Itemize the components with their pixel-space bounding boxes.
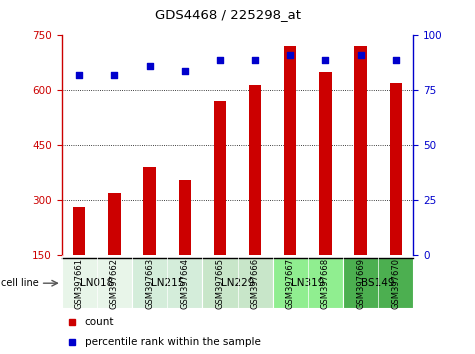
Text: BS149: BS149	[361, 278, 395, 288]
Point	[251, 57, 259, 62]
Text: GSM397664: GSM397664	[180, 258, 189, 309]
Point	[181, 68, 189, 73]
Text: GSM397665: GSM397665	[216, 258, 224, 309]
Text: GDS4468 / 225298_at: GDS4468 / 225298_at	[155, 8, 301, 21]
Bar	[319, 72, 332, 255]
Point	[286, 52, 294, 58]
Point	[392, 57, 399, 62]
Bar	[273, 258, 343, 308]
Text: GSM397668: GSM397668	[321, 258, 330, 309]
Bar	[249, 85, 261, 255]
Text: GSM397666: GSM397666	[251, 258, 259, 309]
Point	[216, 57, 224, 62]
Bar	[108, 193, 121, 255]
Text: GSM397661: GSM397661	[75, 258, 84, 309]
Text: GSM397670: GSM397670	[391, 258, 400, 309]
Point	[146, 63, 153, 69]
Bar	[132, 258, 202, 308]
Point	[76, 72, 83, 78]
Bar	[62, 258, 132, 308]
Bar	[214, 101, 226, 255]
Text: percentile rank within the sample: percentile rank within the sample	[85, 337, 260, 347]
Bar	[143, 167, 156, 255]
Text: GSM397663: GSM397663	[145, 258, 154, 309]
Bar	[343, 258, 413, 308]
Text: GSM397667: GSM397667	[286, 258, 294, 309]
Text: LN018: LN018	[80, 278, 114, 288]
Bar	[179, 180, 191, 255]
Text: LN229: LN229	[221, 278, 254, 288]
Text: LN215: LN215	[151, 278, 184, 288]
Text: LN319: LN319	[291, 278, 324, 288]
Text: GSM397669: GSM397669	[356, 258, 365, 309]
Text: cell line: cell line	[1, 278, 39, 288]
Text: GSM397662: GSM397662	[110, 258, 119, 309]
Bar	[73, 207, 86, 255]
Point	[322, 57, 329, 62]
Bar	[284, 46, 296, 255]
Point	[357, 52, 364, 58]
Text: count: count	[85, 318, 114, 327]
Point	[111, 72, 118, 78]
Bar	[390, 83, 402, 255]
Bar	[354, 46, 367, 255]
Bar	[202, 258, 273, 308]
